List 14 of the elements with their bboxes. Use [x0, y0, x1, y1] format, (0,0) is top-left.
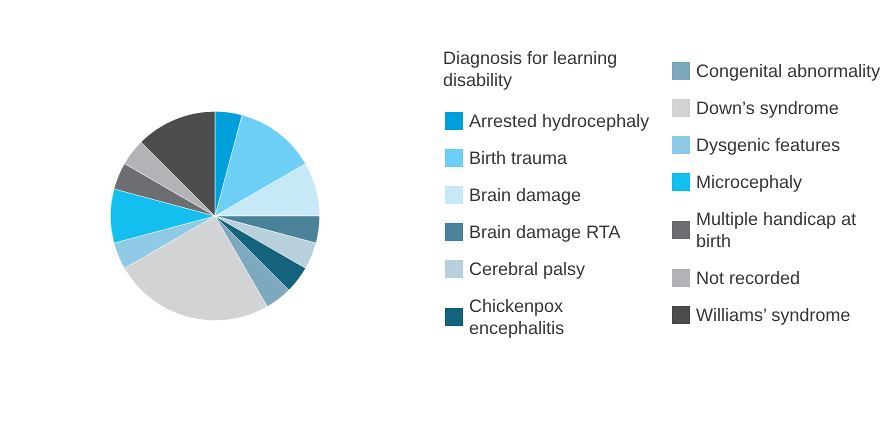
legend-label: Down’s syndrome [696, 98, 839, 118]
legend-label: Multiple handicap at birth [696, 209, 862, 251]
legend-label: Not recorded [696, 268, 800, 288]
legend-label: Congenital abnormality [696, 61, 880, 81]
legend-label: Williams’ syndrome [696, 305, 850, 325]
legend-title: Diagnosis for learning disability [443, 48, 622, 90]
legend-label: Chickenpox encephalitis [469, 296, 568, 338]
legend-label: Arrested hydrocephaly [469, 111, 650, 131]
legend-label: Brain damage RTA [469, 222, 620, 242]
legend-label: Cerebral palsy [469, 259, 586, 279]
legend-label: Birth trauma [469, 148, 568, 168]
legend-label: Microcephaly [696, 172, 802, 192]
legend-label: Brain damage [469, 185, 582, 205]
legend-label: Dysgenic features [696, 135, 840, 155]
